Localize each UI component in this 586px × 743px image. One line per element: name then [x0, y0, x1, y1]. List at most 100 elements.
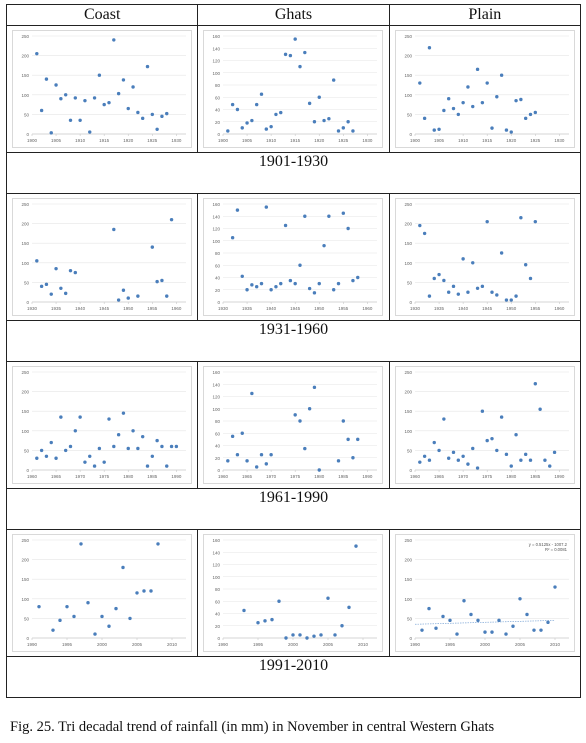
y-tick-label: 100	[21, 261, 29, 266]
y-tick-label: 160	[213, 34, 221, 39]
data-point	[126, 446, 130, 451]
data-point	[499, 415, 503, 419]
data-point	[54, 83, 58, 87]
data-point	[145, 64, 150, 69]
y-tick-label: 150	[21, 241, 29, 246]
data-point	[489, 290, 494, 294]
x-tick-label: 1970	[75, 474, 86, 479]
x-tick-label: 2005	[132, 642, 143, 647]
data-point	[351, 129, 355, 133]
x-tick-label: 1950	[506, 306, 517, 311]
data-point	[327, 116, 331, 121]
data-point	[451, 284, 455, 289]
data-point	[107, 417, 111, 421]
data-point	[155, 438, 159, 443]
data-point	[533, 110, 537, 115]
data-point	[102, 102, 106, 107]
data-point	[298, 419, 303, 423]
data-point	[240, 126, 245, 130]
data-point	[255, 284, 259, 289]
data-point	[308, 407, 312, 411]
data-point	[156, 542, 160, 546]
data-point	[517, 597, 522, 601]
data-point	[461, 257, 465, 261]
data-point	[231, 102, 235, 107]
data-point	[293, 413, 298, 417]
x-tick-label: 2000	[288, 642, 299, 647]
data-point	[461, 454, 465, 458]
y-tick-label: 200	[21, 390, 29, 395]
data-point	[446, 456, 451, 460]
y-tick-label: 40	[215, 612, 221, 617]
x-tick-label: 1960	[554, 306, 565, 311]
y-tick-label: 160	[213, 202, 221, 207]
data-point	[480, 409, 484, 413]
data-point	[112, 38, 116, 42]
data-point	[68, 444, 73, 449]
x-tick-label: 1995	[62, 642, 73, 647]
data-point	[317, 95, 322, 99]
data-point	[518, 458, 523, 462]
data-point	[83, 98, 87, 103]
x-tick-label: 1915	[291, 138, 302, 143]
data-point	[523, 452, 528, 457]
data-point	[140, 434, 145, 439]
data-point	[545, 620, 550, 625]
y-tick-label: 250	[404, 538, 412, 543]
data-point	[470, 104, 475, 109]
data-point	[121, 288, 126, 292]
data-point	[260, 92, 264, 96]
data-point	[284, 636, 289, 640]
data-point	[51, 628, 55, 632]
data-point	[83, 460, 87, 464]
data-point	[68, 118, 73, 122]
data-point	[326, 596, 331, 600]
x-tick-label: 1940	[266, 306, 277, 311]
data-point	[514, 98, 518, 103]
x-tick-label: 1905	[434, 138, 445, 143]
data-point	[274, 112, 278, 117]
plot-row-1961-1990: 0 50 100 150 200 250 1960 1965 1970 1975 1980 1985 1…	[5, 361, 582, 489]
data-point	[468, 612, 473, 617]
y-tick-label: 80	[215, 587, 221, 592]
header-coast: Coast	[5, 4, 199, 26]
period-label-1901-1930: 1901-1930	[6, 152, 581, 194]
data-point	[496, 618, 501, 623]
data-point	[417, 460, 422, 464]
x-tick-label: 1985	[530, 474, 541, 479]
y-tick-label: 0	[218, 636, 221, 641]
data-point	[107, 100, 111, 105]
data-point	[356, 437, 360, 442]
x-tick-label: 1965	[51, 474, 62, 479]
data-point	[313, 120, 317, 124]
y-tick-label: 140	[213, 214, 221, 219]
data-point	[114, 606, 118, 611]
data-point	[417, 81, 422, 85]
x-tick-label: 1905	[242, 138, 253, 143]
data-point	[49, 131, 53, 135]
data-point	[279, 110, 283, 115]
data-point	[417, 223, 422, 228]
data-point	[482, 630, 487, 634]
y-tick-label: 40	[215, 276, 221, 281]
data-point	[92, 464, 97, 468]
x-tick-label: 1980	[123, 474, 134, 479]
x-tick-label: 1975	[291, 474, 302, 479]
scatter-plot-coast-1991-2010: 0 50 100 150 200 250 1990 1995 2000 2005 2010	[12, 534, 192, 652]
y-tick-label: 100	[404, 429, 412, 434]
y-tick-label: 0	[409, 300, 412, 305]
data-point	[485, 81, 489, 85]
x-tick-label: 1930	[218, 306, 229, 311]
figure-caption: Fig. 25. Tri decadal trend of rainfall (…	[10, 719, 495, 735]
data-point	[494, 95, 499, 99]
x-tick-label: 2010	[167, 642, 178, 647]
data-point	[542, 458, 547, 462]
data-point	[68, 268, 73, 273]
data-point	[269, 452, 274, 457]
data-point	[289, 53, 293, 58]
data-point	[528, 276, 532, 281]
data-point	[461, 100, 465, 105]
data-point	[44, 454, 49, 458]
y-tick-label: 250	[21, 370, 29, 375]
x-tick-label: 2000	[97, 642, 108, 647]
